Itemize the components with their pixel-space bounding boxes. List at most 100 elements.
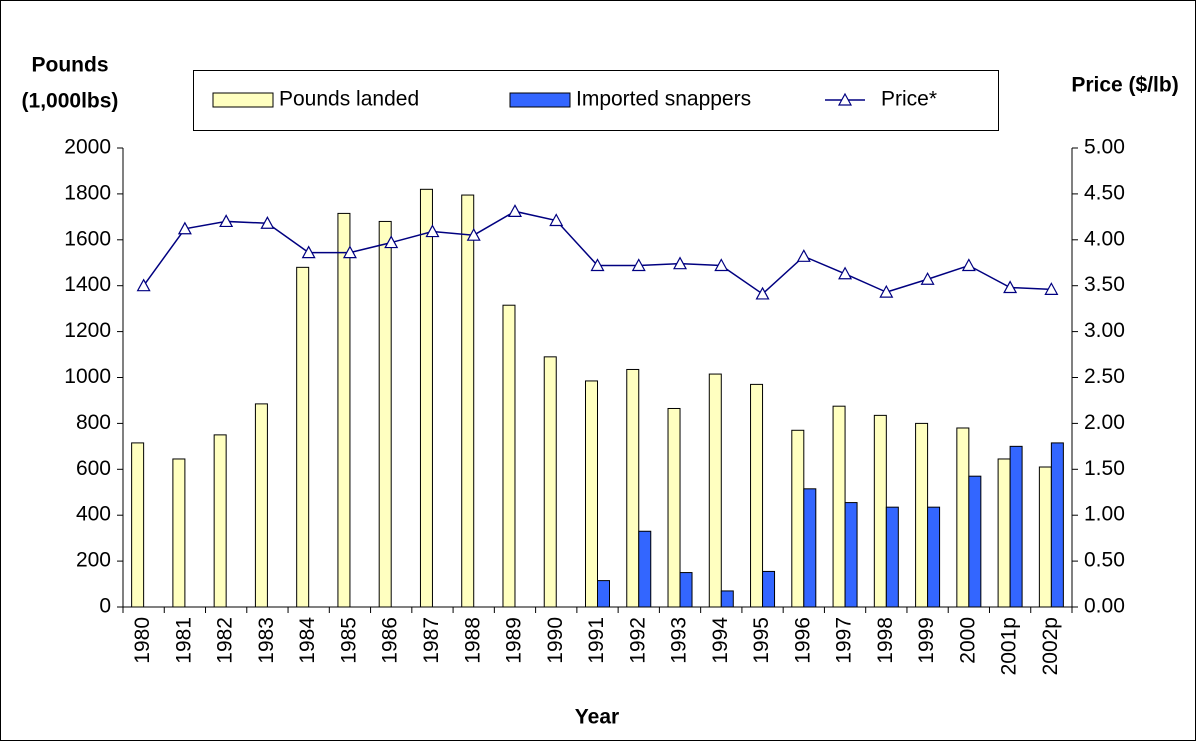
marker: [631, 258, 646, 272]
bar: [968, 475, 982, 608]
bar: [720, 590, 734, 608]
y2-tick-label: 3.50: [1084, 273, 1125, 296]
bar: [844, 502, 858, 608]
x-tick-label: 1991: [585, 617, 608, 664]
x-tick-label: 1989: [503, 617, 526, 664]
marker: [838, 266, 853, 280]
marker: [796, 249, 811, 262]
y2-tick-label: 2.50: [1084, 365, 1125, 388]
bar: [956, 427, 970, 608]
legend-swatch: [509, 92, 571, 108]
bar: [679, 572, 693, 608]
marker: [301, 245, 316, 259]
bar: [502, 304, 516, 608]
bar: [543, 356, 557, 608]
y2-tick-label: 2.00: [1084, 411, 1125, 434]
y2-label: Price ($/lb): [1071, 74, 1178, 97]
y-tick-label: 1600: [64, 227, 111, 250]
bar: [254, 403, 268, 608]
bar: [213, 434, 227, 608]
x-tick-label: 2000: [956, 617, 979, 664]
x-tick-label: 1988: [461, 617, 484, 664]
y-label-line: Pounds: [32, 54, 109, 77]
y2-tick-label: 1.00: [1084, 503, 1125, 526]
x-tick-label: 1998: [874, 617, 897, 664]
y-label-line: (1,000lbs): [22, 90, 119, 113]
y-tick-label: 1400: [64, 273, 111, 296]
bar: [378, 220, 392, 608]
x-tick-label: 1999: [915, 617, 938, 664]
bar: [762, 570, 776, 608]
marker: [920, 272, 935, 285]
bar: [638, 530, 652, 608]
y2-tick-label: 0.00: [1084, 595, 1125, 618]
y2-tick-label: 0.50: [1084, 549, 1125, 572]
x-tick-label: 1983: [255, 617, 278, 664]
bar: [337, 212, 351, 608]
x-label: Year: [575, 706, 619, 729]
marker: [549, 213, 564, 227]
bar: [1009, 445, 1023, 608]
legend-label: Imported snappers: [576, 88, 751, 111]
marker: [590, 258, 605, 272]
bar: [597, 580, 610, 608]
marker: [714, 258, 729, 272]
marker: [466, 227, 481, 241]
marker: [219, 214, 234, 228]
x-tick-label: 1996: [791, 617, 814, 664]
bar: [803, 488, 817, 608]
x-tick-label: 1982: [214, 617, 237, 664]
x-tick-label: 1985: [337, 617, 360, 664]
y2-tick-label: 4.50: [1084, 181, 1125, 204]
x-tick-label: 1984: [296, 617, 319, 664]
x-tick-label: 1995: [750, 617, 773, 664]
x-tick-label: 1997: [833, 617, 856, 664]
bar: [750, 383, 764, 608]
bar: [997, 458, 1011, 608]
marker: [673, 256, 688, 270]
x-tick-label: 1987: [420, 617, 443, 664]
bar: [873, 414, 887, 608]
marker: [755, 286, 770, 300]
marker: [177, 221, 192, 235]
legend-label: Pounds landed: [279, 88, 419, 111]
bar: [915, 422, 929, 608]
bar: [832, 405, 846, 608]
x-tick-label: 1990: [544, 617, 567, 664]
marker: [136, 278, 151, 292]
bar: [1050, 442, 1064, 608]
y-tick-label: 2000: [64, 136, 111, 159]
bar: [885, 506, 899, 608]
marker: [879, 284, 894, 298]
bar: [585, 380, 598, 608]
bar: [791, 429, 805, 608]
marker: [961, 258, 976, 272]
y2-tick-label: 1.50: [1084, 457, 1125, 480]
marker: [342, 245, 357, 259]
marker: [260, 216, 275, 229]
x-tick-label: 1986: [379, 617, 402, 664]
bar: [927, 506, 941, 608]
legend-label: Price*: [881, 88, 937, 111]
bar: [461, 194, 475, 608]
legend-marker: [837, 92, 853, 106]
marker: [1003, 280, 1018, 294]
bar: [419, 188, 433, 608]
marker: [384, 235, 399, 249]
x-tick-label: 1994: [709, 617, 732, 664]
y-tick-label: 0: [99, 595, 111, 618]
marker: [1044, 282, 1059, 295]
y2-tick-label: 4.00: [1084, 227, 1125, 250]
bar: [667, 407, 681, 608]
marker: [507, 204, 522, 217]
y-tick-label: 800: [76, 411, 111, 434]
marker: [425, 224, 440, 238]
y-tick-label: 400: [76, 503, 111, 526]
y-tick-label: 1200: [64, 319, 111, 342]
legend-swatch: [212, 92, 274, 108]
bar: [626, 368, 640, 608]
bar: [708, 373, 722, 608]
y-tick-label: 200: [76, 549, 111, 572]
x-tick-label: 1992: [626, 617, 649, 664]
